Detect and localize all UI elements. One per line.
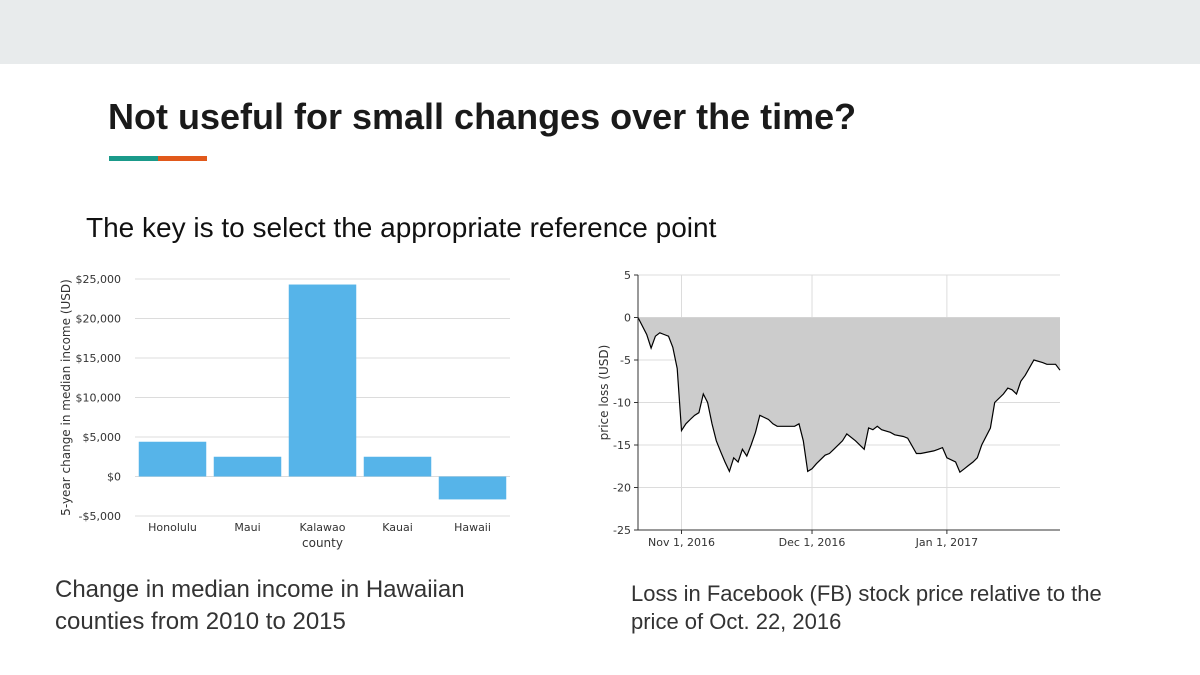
x-tick-label: Hawaii [454, 521, 491, 534]
title-accent-bar-teal [109, 156, 158, 161]
y-tick-label: -25 [613, 524, 631, 537]
y-tick-label: -$5,000 [79, 510, 121, 523]
bar-kalawao [288, 284, 357, 477]
fb-price-loss-chart: -25 -20 -15 -10 -5 0 5 Nov 1, 2016 Dec 1, 2016 Ja… [597, 269, 1061, 549]
x-axis-label: county [302, 536, 343, 550]
y-tick-label: $5,000 [83, 431, 122, 444]
y-tick-label: $15,000 [76, 352, 122, 365]
left-chart-caption: Change in median income in Hawaiian coun… [55, 576, 465, 635]
bar-hawaii [438, 476, 507, 500]
y-axis-label: 5-year change in median income (USD) [59, 279, 73, 516]
y-tick-label: -10 [613, 397, 631, 410]
y-tick-label: -5 [620, 354, 631, 367]
right-chart-caption: Loss in Facebook (FB) stock price relati… [631, 581, 1102, 634]
y-tick-label: $10,000 [76, 392, 122, 405]
y-tick-label: $0 [107, 471, 121, 484]
y-tick-label: $20,000 [76, 313, 122, 326]
bar-kauai [363, 456, 432, 477]
x-tick-label: Dec 1, 2016 [779, 536, 846, 549]
x-tick-label: Kauai [382, 521, 413, 534]
x-tick-label: Kalawao [299, 521, 345, 534]
price-loss-line [637, 317, 1061, 474]
bar-maui [213, 456, 282, 477]
x-tick-label: Nov 1, 2016 [648, 536, 715, 549]
slide-title: Not useful for small changes over the ti… [108, 96, 857, 137]
title-accent-bar-orange [158, 156, 207, 161]
x-tick-label: Maui [234, 521, 260, 534]
x-tick-label: Honolulu [148, 521, 197, 534]
bar-honolulu [138, 441, 207, 477]
y-axis-label: price loss (USD) [597, 345, 611, 441]
income-bar-chart: -$5,000 $0 $5,000 $10,000 $15,000 $20,000 $25,… [59, 273, 510, 550]
y-tick-label: -20 [613, 482, 631, 495]
top-band [0, 0, 1200, 64]
slide-subtitle: The key is to select the appropriate ref… [86, 212, 717, 243]
y-tick-label: 5 [624, 269, 631, 282]
y-tick-label: $25,000 [76, 273, 122, 286]
price-loss-area [638, 317, 1060, 473]
y-tick-label: 0 [624, 312, 631, 325]
y-tick-label: -15 [613, 439, 631, 452]
x-tick-label: Jan 1, 2017 [915, 536, 978, 549]
